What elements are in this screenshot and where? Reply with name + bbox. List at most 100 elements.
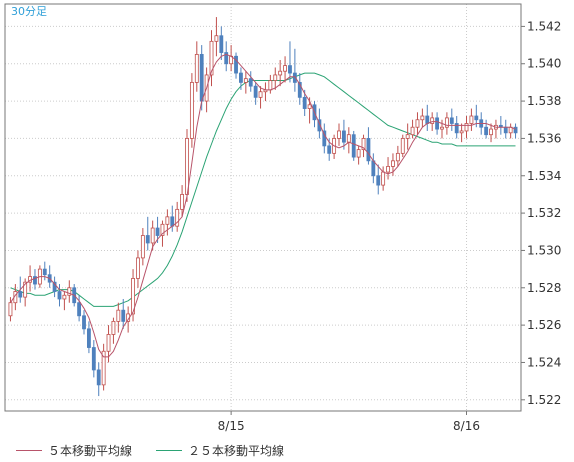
candle [52, 276, 57, 298]
candle-body [106, 334, 111, 352]
candle-body [234, 55, 238, 74]
y-tick-label: 1.536 [527, 131, 561, 145]
y-tick-label: 1.540 [527, 57, 561, 71]
candle [165, 209, 170, 236]
y-tick-label: 1.522 [527, 393, 561, 407]
y-tick-label: 1.538 [527, 94, 561, 108]
candle [258, 86, 263, 109]
candle-body [346, 134, 351, 143]
candle [297, 73, 302, 105]
candle [361, 134, 366, 158]
ma25-swatch [156, 450, 182, 451]
candle [278, 60, 283, 87]
candle-body [8, 302, 13, 317]
candle-body [253, 85, 258, 98]
candle [86, 321, 91, 354]
candle-body [327, 145, 332, 154]
candle-body [454, 123, 459, 134]
candle [410, 119, 415, 139]
candle-body [297, 82, 302, 98]
candle-body [42, 268, 47, 276]
candle [283, 56, 287, 83]
candle [194, 41, 199, 92]
ma25-line [10, 72, 516, 307]
timeframe-label: 30分足 [11, 5, 47, 18]
grid-lines [5, 4, 521, 411]
candle-body [77, 302, 82, 317]
candle-body [410, 126, 415, 136]
candle [420, 108, 425, 128]
candle [136, 250, 140, 288]
candle-body [18, 291, 23, 298]
legend-label-ma5: ５本移動平均線 [48, 444, 133, 458]
candle-body [440, 126, 444, 130]
candle [415, 112, 420, 135]
candle [292, 48, 297, 92]
candle [33, 269, 37, 290]
candle-body [248, 78, 253, 87]
candle-body [268, 80, 273, 91]
y-tick-label: 1.524 [527, 355, 561, 369]
candle-body [33, 276, 37, 285]
ma5-series [10, 53, 516, 358]
candle [356, 145, 361, 165]
candle [96, 362, 101, 397]
candle [405, 123, 410, 150]
candle-body [288, 65, 292, 74]
candle [400, 134, 405, 158]
candle-body [165, 216, 170, 225]
candle-body [155, 227, 160, 236]
y-tick-label: 1.530 [527, 243, 561, 257]
legend-item-ma25: ２５本移動平均線 [156, 442, 284, 459]
candle-body [503, 126, 508, 134]
candle [121, 298, 126, 329]
candle-body [67, 287, 72, 296]
candle-body [283, 65, 287, 72]
candle-body [194, 54, 199, 83]
candle [454, 116, 459, 139]
candle [243, 71, 248, 94]
candle [23, 278, 28, 307]
plot-area [5, 4, 521, 411]
candle-body [351, 134, 356, 158]
candle [440, 119, 444, 139]
candle [513, 123, 518, 139]
candle [111, 317, 116, 344]
candle-body [425, 115, 430, 124]
candle-body [302, 96, 307, 109]
candle-body [376, 175, 381, 186]
candle [273, 67, 278, 90]
candle [288, 41, 292, 83]
y-tick-label: 1.532 [527, 206, 561, 220]
candle-body [150, 227, 155, 244]
candle-body [209, 40, 214, 76]
candle-body [180, 194, 185, 210]
candle [8, 297, 13, 322]
candle-body [219, 35, 224, 53]
candle-body [243, 78, 248, 83]
candle-body [160, 223, 165, 236]
candle [116, 302, 121, 333]
candlestick-chart: 1.542 1.540 1.538 1.536 1.534 1.532 1.530 1.528… [4, 3, 561, 433]
candle-body [136, 257, 140, 279]
candle [484, 119, 489, 139]
legend-item-ma5: ５本移動平均線 [16, 442, 132, 459]
x-tick-label: 8/15 [218, 419, 245, 433]
candle [239, 67, 243, 90]
legend: ５本移動平均線 ２５本移動平均線 [0, 436, 574, 462]
candle-body [405, 134, 410, 139]
candle-body [52, 281, 57, 292]
y-tick-label: 1.534 [527, 169, 561, 183]
ma25-series [10, 72, 516, 307]
candle-body [23, 281, 28, 298]
candle [140, 228, 145, 266]
candle [214, 17, 219, 57]
candle-body [86, 328, 91, 348]
candle-body [116, 309, 121, 322]
candle-body [449, 117, 454, 124]
y-tick-label: 1.526 [527, 318, 561, 332]
candle-body [356, 149, 361, 158]
candle-body [459, 130, 464, 134]
candle [180, 185, 185, 217]
candle [395, 145, 400, 167]
